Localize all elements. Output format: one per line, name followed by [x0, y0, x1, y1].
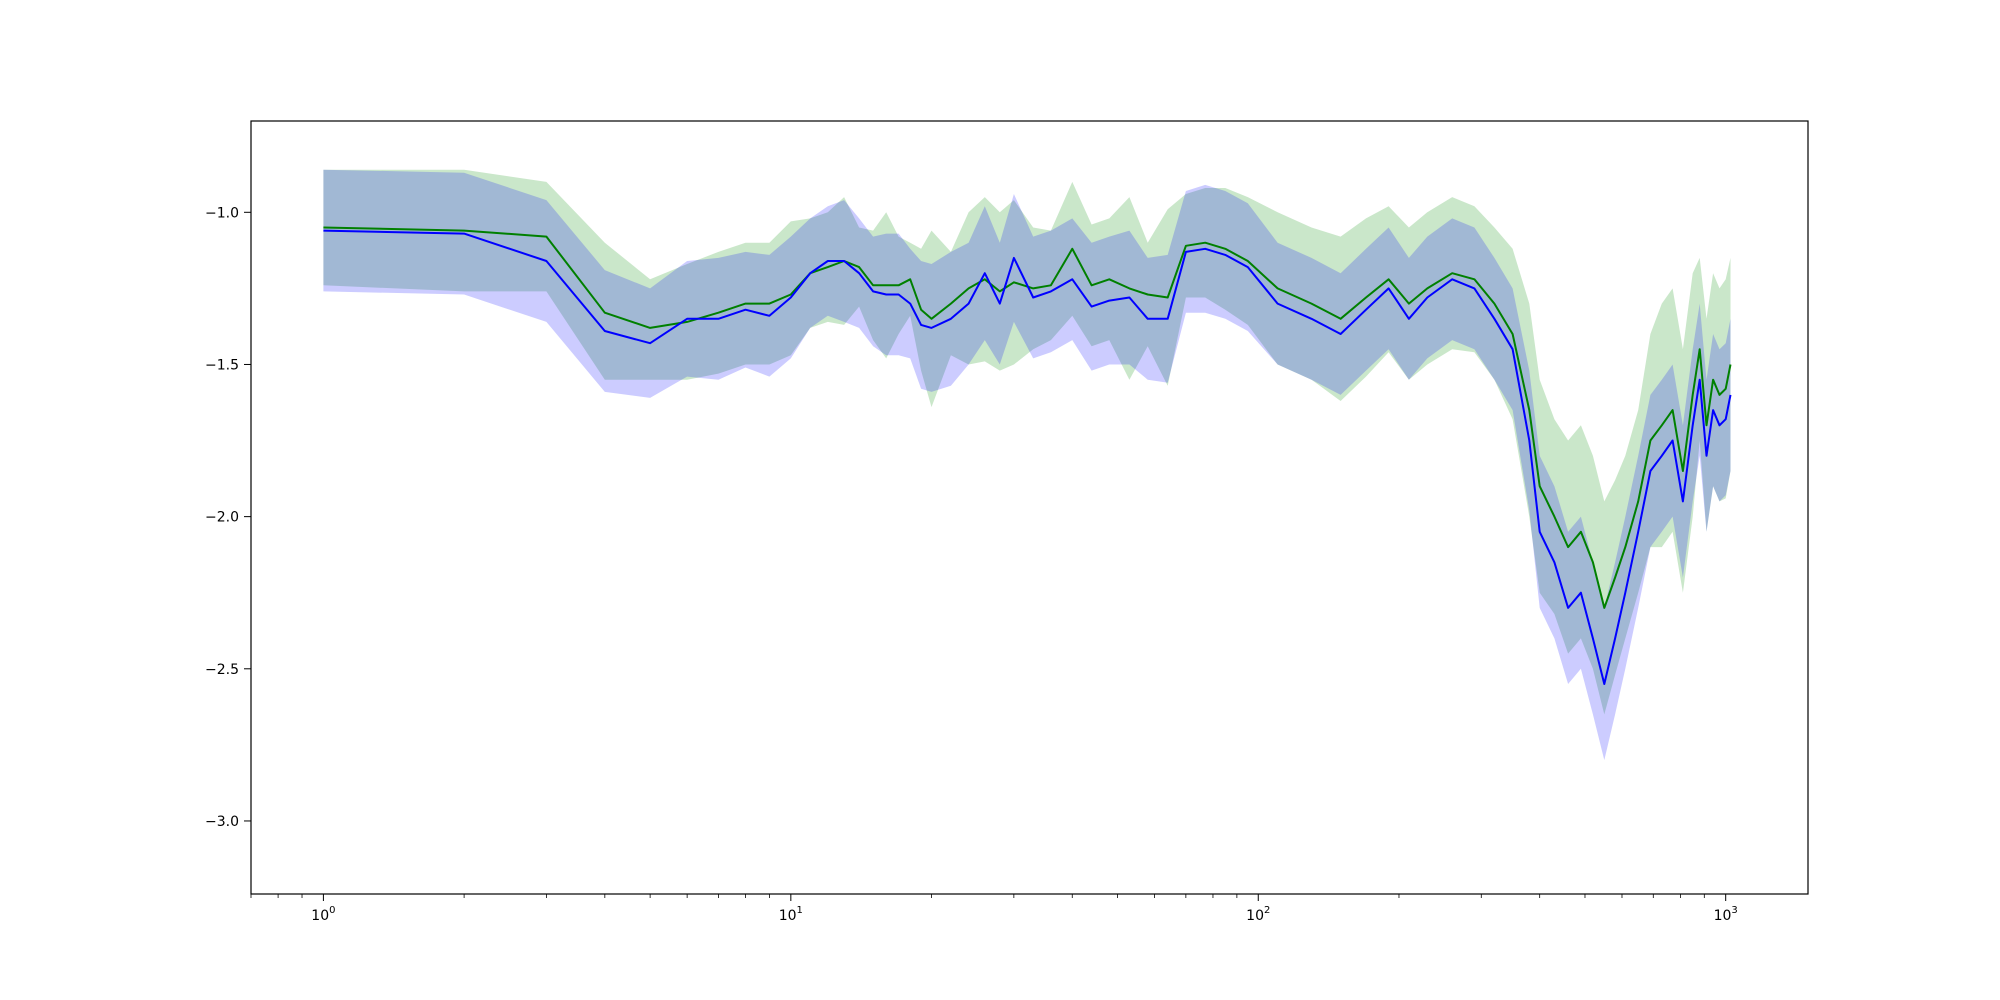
- x-tick-label: 102: [1246, 905, 1270, 924]
- x-tick-label-exponent: 3: [1731, 905, 1737, 916]
- x-tick-label-base: 10: [1246, 908, 1264, 924]
- y-tick-label: −1.5: [205, 357, 239, 373]
- confidence-bands: [323, 169, 1731, 761]
- x-tick-label-base: 10: [311, 908, 329, 924]
- series-2-band: [323, 169, 1731, 761]
- series-1-line: [323, 226, 1732, 609]
- plot-frame: [250, 120, 1809, 895]
- y-tick-label: −1.0: [205, 205, 239, 221]
- y-tick-label: −2.0: [205, 510, 239, 526]
- x-tick-label: 101: [779, 905, 803, 924]
- x-tick-label-exponent: 2: [1264, 905, 1270, 916]
- x-axis: 100 101 102 103: [250, 894, 1738, 924]
- y-axis: −1.0 −1.5 −2.0 −2.5 −3.0: [205, 205, 251, 830]
- y-tick-label: −3.0: [205, 814, 239, 830]
- x-tick-label-base: 10: [779, 908, 797, 924]
- x-tick-label-exponent: 1: [797, 905, 803, 916]
- x-tick-label: 103: [1714, 905, 1738, 924]
- x-tick-label-base: 10: [1714, 908, 1732, 924]
- x-tick-label: 100: [311, 905, 335, 924]
- series-1-band: [323, 169, 1731, 715]
- x-tick-label-exponent: 0: [329, 905, 335, 916]
- series-2-line: [323, 229, 1732, 685]
- series-lines: [323, 226, 1732, 685]
- y-tick-label: −2.5: [205, 662, 239, 678]
